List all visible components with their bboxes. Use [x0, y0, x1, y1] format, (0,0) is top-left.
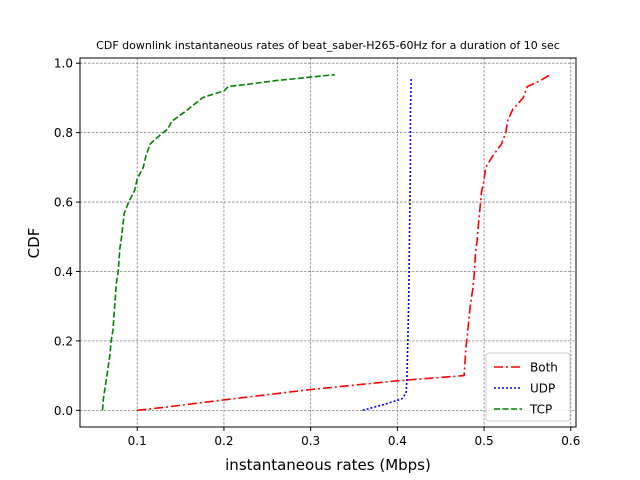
x-tick-label: 0.6: [561, 434, 580, 448]
y-tick-label: 0.2: [54, 334, 73, 348]
grid: [80, 58, 576, 427]
legend-label-udp: UDP: [530, 382, 555, 396]
x-tick-label: 0.3: [301, 434, 320, 448]
y-tick-label: 0.4: [54, 265, 73, 279]
legend-box: [485, 352, 571, 422]
x-tick-label: 0.1: [128, 434, 147, 448]
series-line-tcp: [101, 73, 335, 411]
x-axis-ticks: 0.1 0.2 0.3 0.4 0.5 0.6: [128, 427, 580, 448]
x-tick-label: 0.4: [388, 434, 407, 448]
legend-label-both: Both: [530, 361, 558, 375]
y-axis-ticks: 0.0 0.2 0.4 0.6 0.8 1.0: [54, 57, 80, 418]
legend: Both UDP TCP: [485, 352, 571, 422]
plot-frame: [79, 57, 577, 428]
y-tick-label: 0.0: [54, 404, 73, 418]
legend-label-tcp: TCP: [529, 403, 552, 417]
y-tick-label: 0.8: [54, 126, 73, 140]
x-axis-label: instantaneous rates (Mbps): [225, 456, 431, 474]
y-tick-label: 0.6: [54, 196, 73, 210]
x-tick-label: 0.5: [475, 434, 494, 448]
y-axis-label: CDF: [25, 228, 43, 259]
plot-lines: [101, 73, 551, 412]
x-tick-label: 0.2: [214, 434, 233, 448]
y-tick-label: 1.0: [54, 57, 73, 71]
series-line-udp: [362, 77, 412, 412]
chart-title: CDF downlink instantaneous rates of beat…: [96, 39, 560, 52]
